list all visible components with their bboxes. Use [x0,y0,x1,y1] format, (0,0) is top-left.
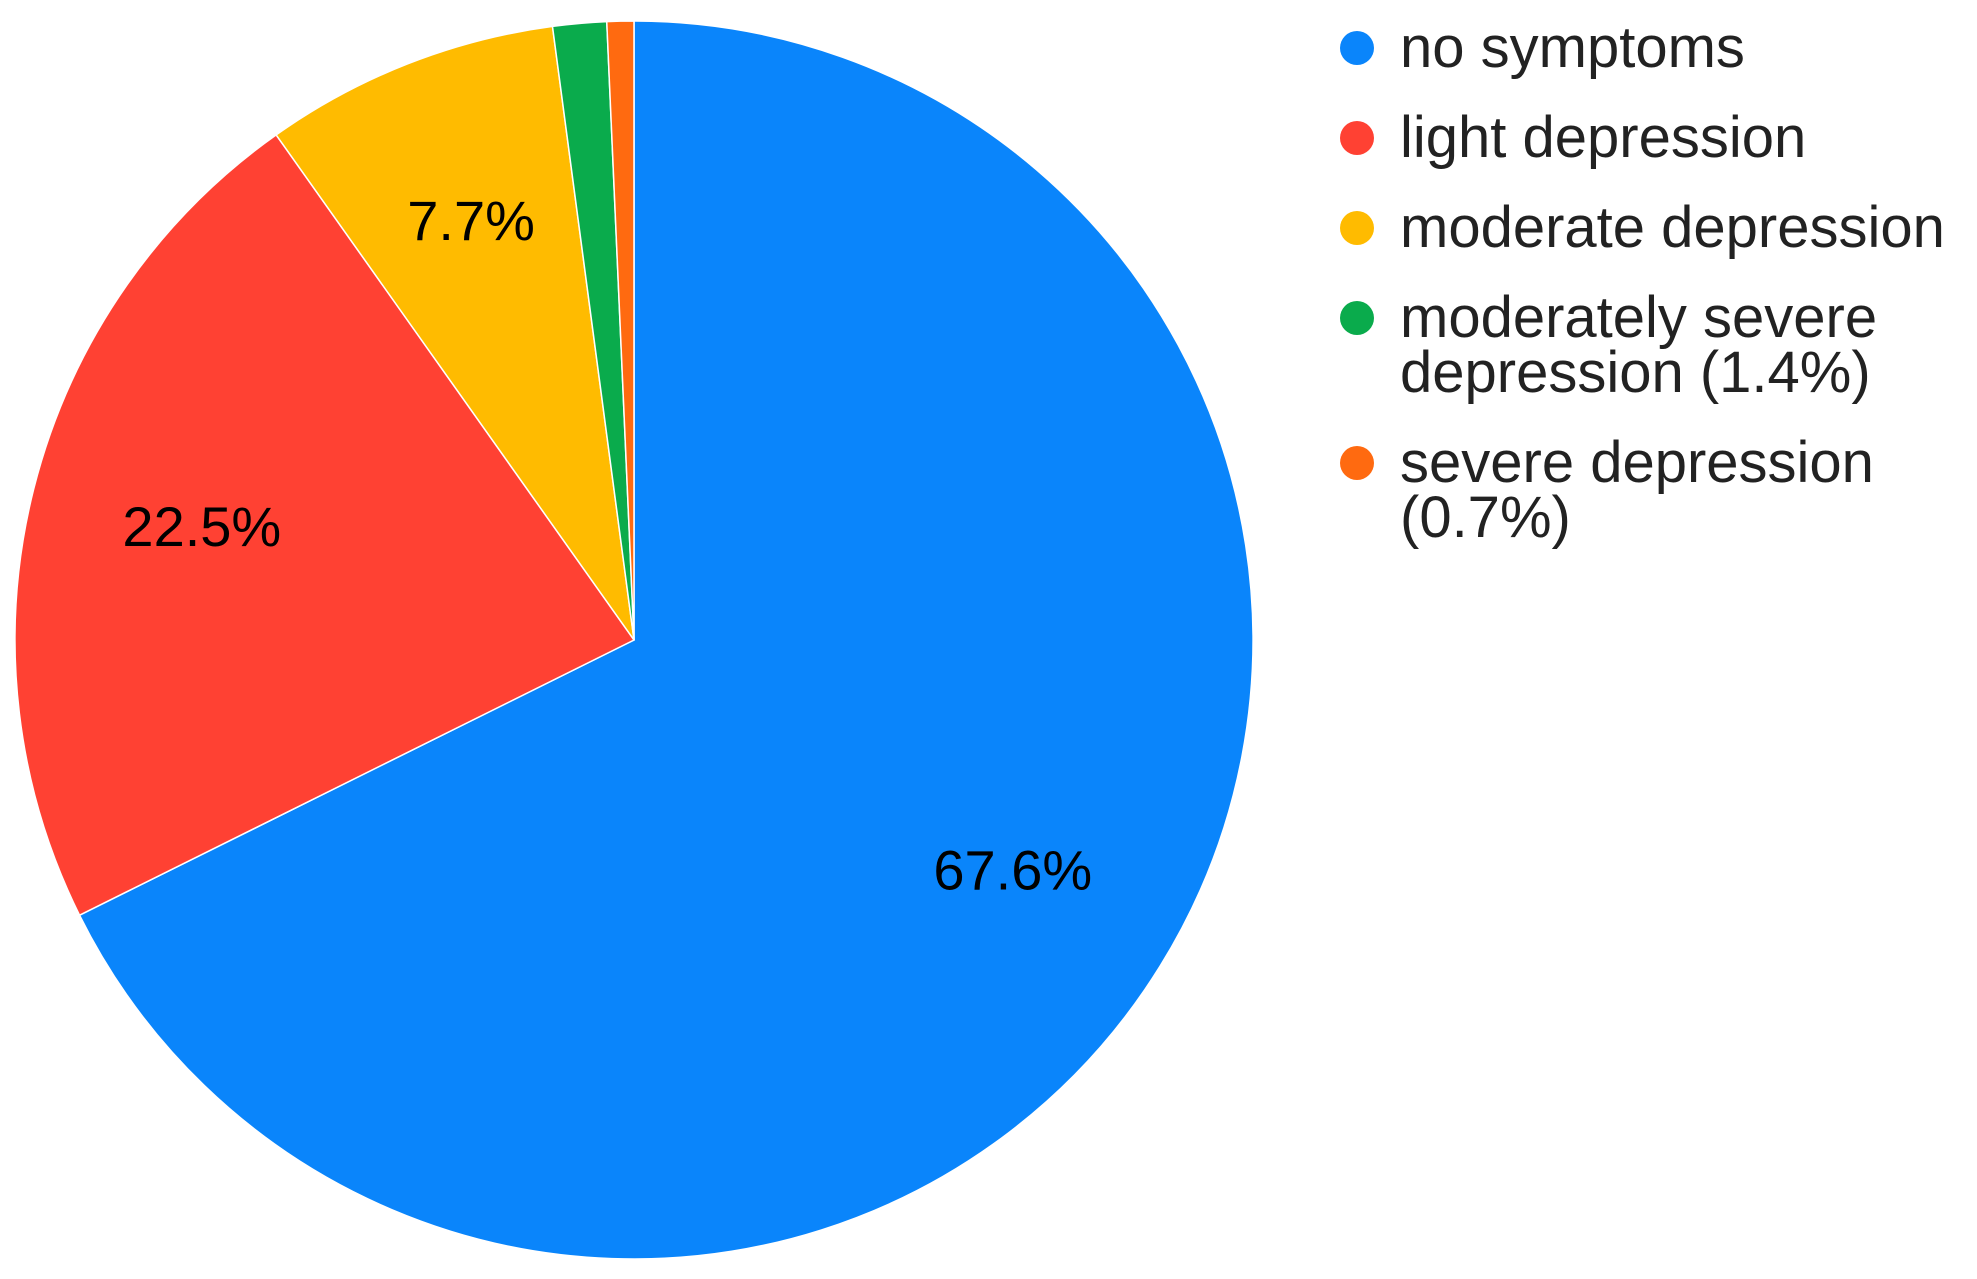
slice-label: 22.5% [122,495,281,558]
legend-item: severe depression (0.7%) [1340,430,1977,550]
chart: 67.6% 22.5% 7.7% [14,20,1254,1260]
legend-marker [1340,301,1374,335]
legend-label: moderately severe depression (1.4%) [1400,285,1878,405]
legend-marker [1340,121,1374,155]
legend: no symptoms light depression moderate depr… [1340,15,1977,550]
legend-marker [1340,211,1374,245]
legend-item: moderate depression [1340,195,1977,260]
legend-item: no symptoms [1340,15,1977,80]
legend-label: severe depression (0.7%) [1400,430,1874,550]
pie-slice [275,25,635,641]
pie-slice [78,20,1254,1260]
legend-marker [1340,446,1374,480]
slice-label: 7.7% [407,189,535,252]
legend-item: light depression [1340,105,1977,170]
legend-label: no symptoms [1400,15,1745,80]
pie-slice [14,133,636,917]
legend-item: moderately severe depression (1.4%) [1340,285,1977,405]
legend-label: moderate depression [1400,195,1945,260]
legend-marker [1340,31,1374,65]
pie-slice [605,20,635,641]
slice-label: 67.6% [933,839,1092,902]
legend-label: light depression [1400,105,1807,170]
